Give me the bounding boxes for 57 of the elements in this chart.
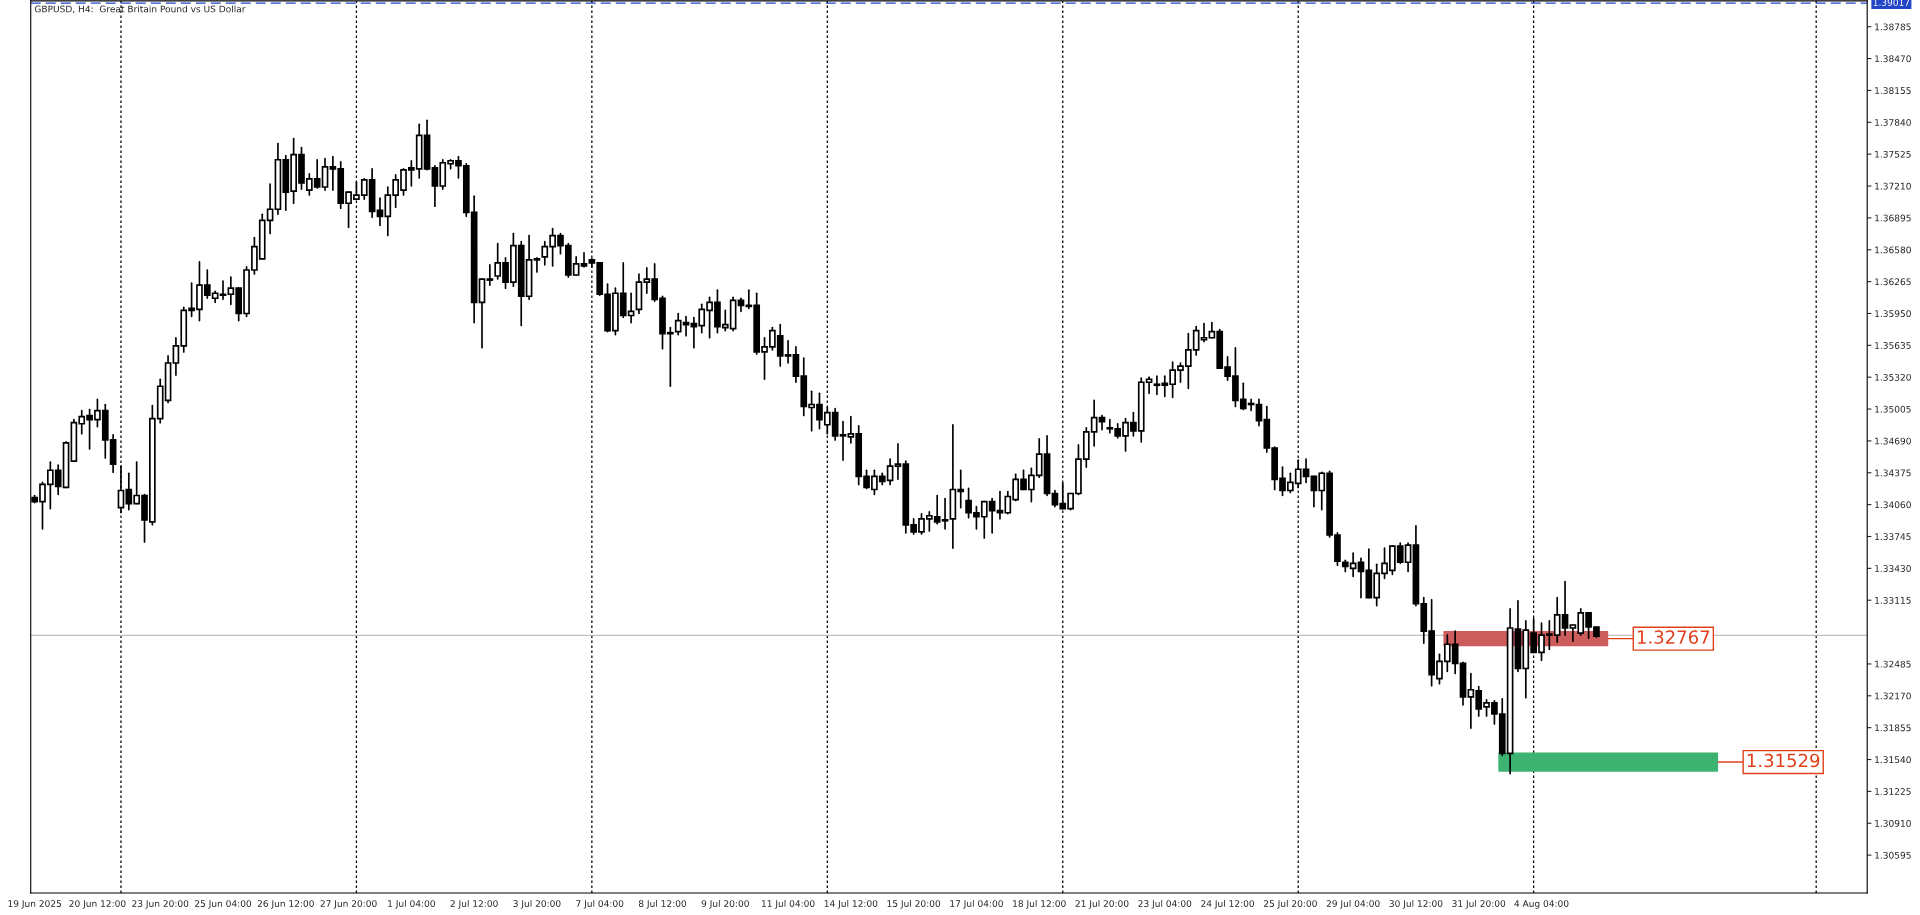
y-tick-label: 1.36265 bbox=[1875, 278, 1911, 286]
x-tick-label: 17 Jul 04:00 bbox=[950, 899, 1003, 909]
x-tick-label: 7 Jul 04:00 bbox=[576, 899, 624, 909]
y-tick-label: 1.36895 bbox=[1875, 214, 1911, 222]
x-tick-label: 30 Jul 12:00 bbox=[1389, 899, 1443, 909]
x-tick-label: 27 Jun 20:00 bbox=[320, 900, 377, 909]
x-tick-label: 15 Jul 20:00 bbox=[887, 899, 941, 909]
x-tick-label: 2 Jul 12:00 bbox=[450, 899, 498, 909]
y-tick-label: 1.32170 bbox=[1875, 692, 1911, 700]
band-label: 1.31529 bbox=[1747, 753, 1820, 768]
y-tick-label: 1.30910 bbox=[1875, 819, 1911, 827]
x-tick-label: 19 Jun 2025 bbox=[8, 900, 62, 909]
x-tick-label: 14 Jul 12:00 bbox=[824, 899, 878, 909]
x-tick-label: 24 Jul 12:00 bbox=[1201, 899, 1255, 909]
x-tick-label: 4 Aug 04:00 bbox=[1514, 900, 1569, 909]
chart-title: GBPUSD, H4: Great Britain Pound vs US Dollar bbox=[34, 5, 246, 14]
y-tick-label: 1.33745 bbox=[1875, 533, 1911, 541]
x-tick-label: 8 Jul 12:00 bbox=[638, 899, 687, 909]
x-tick-label: 1 Jul 04:00 bbox=[388, 899, 435, 909]
y-tick-label: 1.37525 bbox=[1875, 150, 1911, 158]
x-tick-label: 9 Jul 20:00 bbox=[701, 899, 749, 909]
candlestick bbox=[533, 256, 541, 273]
y-tick-label: 1.37840 bbox=[1875, 119, 1911, 126]
x-tick-label: 20 Jun 12:00 bbox=[69, 900, 126, 909]
y-tick-label: 1.35005 bbox=[1875, 405, 1911, 413]
candlestick bbox=[219, 280, 227, 301]
y-tick-label: 1.33430 bbox=[1875, 565, 1911, 572]
ref-line-label: 1.39017 bbox=[1873, 0, 1910, 6]
x-tick-label: 23 Jun 20:00 bbox=[132, 900, 189, 909]
y-tick-label: 1.35635 bbox=[1875, 342, 1911, 349]
y-tick-label: 1.33115 bbox=[1875, 596, 1911, 604]
band-label: 1.32767 bbox=[1637, 630, 1710, 644]
y-tick-label: 1.32485 bbox=[1875, 660, 1911, 668]
x-tick-label: 25 Jul 20:00 bbox=[1263, 899, 1317, 909]
x-tick-label: 25 Jun 04:00 bbox=[194, 900, 252, 909]
y-tick-label: 1.31855 bbox=[1875, 724, 1911, 732]
x-tick-label: 29 Jul 04:00 bbox=[1326, 899, 1380, 909]
y-tick-label: 1.36580 bbox=[1875, 246, 1911, 254]
y-tick-label: 1.35320 bbox=[1875, 373, 1911, 381]
x-tick-label: 23 Jul 04:00 bbox=[1138, 899, 1192, 909]
x-tick-label: 31 Jul 20:00 bbox=[1452, 899, 1506, 909]
y-tick-label: 1.35950 bbox=[1875, 310, 1911, 318]
x-tick-label: 21 Jul 20:00 bbox=[1075, 899, 1129, 909]
y-tick-label: 1.30595 bbox=[1875, 851, 1911, 859]
x-tick-label: 11 Jul 04:00 bbox=[762, 899, 815, 909]
y-tick-label: 1.37210 bbox=[1875, 182, 1911, 190]
y-tick-label: 1.31540 bbox=[1875, 756, 1911, 764]
y-tick-label: 1.34690 bbox=[1875, 437, 1911, 445]
y-tick-label: 1.31225 bbox=[1875, 788, 1911, 795]
y-tick-label: 1.38470 bbox=[1875, 55, 1911, 63]
x-tick-label: 18 Jul 12:00 bbox=[1013, 899, 1066, 909]
x-tick-label: 3 Jul 20:00 bbox=[513, 899, 561, 909]
y-tick-label: 1.38155 bbox=[1875, 87, 1911, 94]
y-tick-label: 1.34375 bbox=[1875, 469, 1911, 477]
y-tick-label: 1.38785 bbox=[1875, 23, 1911, 31]
x-tick-label: 26 Jun 12:00 bbox=[257, 900, 314, 909]
y-tick-label: 1.34060 bbox=[1875, 501, 1911, 509]
